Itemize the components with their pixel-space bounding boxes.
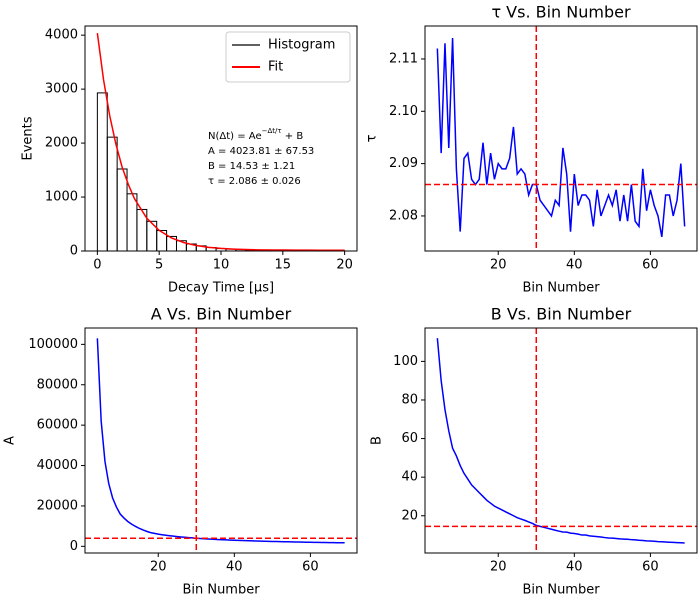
x-tick-label: 0 xyxy=(93,258,101,273)
data-line xyxy=(96,338,345,544)
x-tick-label: 20 xyxy=(490,560,507,575)
y-axis-label: Events xyxy=(21,116,36,160)
formula-tail: + B xyxy=(282,131,304,142)
chart-title: τ Vs. Bin Number xyxy=(491,3,631,22)
legend-label: Histogram xyxy=(268,38,335,53)
data-line xyxy=(436,38,686,238)
y-tick-label: 80 xyxy=(401,392,418,407)
y-axis-label: B xyxy=(370,436,385,445)
histogram-bar xyxy=(126,193,138,251)
data-line xyxy=(436,338,685,544)
plot-area xyxy=(425,26,697,251)
y-tick-label: 80000 xyxy=(37,377,78,392)
y-tick-label: 60000 xyxy=(37,418,78,433)
annotation-line: B = 14.53 ± 1.21 xyxy=(208,161,295,172)
y-tick-label: 2000 xyxy=(45,136,78,151)
formula-main: N(Δt) = Ae xyxy=(208,131,262,142)
annotation-formula: N(Δt) = Ae−Δt/τ + B xyxy=(208,127,303,142)
annotation-line: τ = 2.086 ± 0.026 xyxy=(208,176,301,187)
y-tick-label: 1000 xyxy=(45,190,78,205)
y-tick-label: 0 xyxy=(70,539,78,554)
y-tick-label: 2.09 xyxy=(389,156,418,171)
y-tick-label: 4000 xyxy=(45,28,78,43)
axes-frame xyxy=(84,327,358,554)
y-tick-label: 60 xyxy=(401,431,418,446)
x-axis-label: Bin Number xyxy=(522,583,600,598)
x-tick-label: 5 xyxy=(155,258,163,273)
y-tick-label: 40 xyxy=(401,470,418,485)
histogram-bar xyxy=(96,92,108,251)
axes-frame xyxy=(424,25,698,252)
y-tick-label: 100000 xyxy=(28,337,78,352)
x-tick-label: 20 xyxy=(490,258,507,273)
x-tick-label: 10 xyxy=(213,258,230,273)
x-tick-label: 15 xyxy=(275,258,292,273)
y-tick-label: 2.08 xyxy=(389,208,418,223)
y-tick-label: 20 xyxy=(401,508,418,523)
y-axis-label: A xyxy=(3,436,18,445)
y-tick-label: 20000 xyxy=(37,498,78,513)
chart-title: A Vs. Bin Number xyxy=(151,305,292,324)
y-axis-label: τ xyxy=(365,134,380,142)
fit-line xyxy=(96,33,345,251)
histogram-bar xyxy=(106,136,118,251)
x-tick-label: 60 xyxy=(302,560,319,575)
x-tick-label: 60 xyxy=(642,560,659,575)
legend-label: Fit xyxy=(268,60,283,75)
x-tick-label: 40 xyxy=(566,258,583,273)
x-axis-label: Bin Number xyxy=(182,583,260,598)
y-tick-label: 40000 xyxy=(37,458,78,473)
y-tick-label: 2.11 xyxy=(389,51,418,66)
x-axis-label: Decay Time [μs] xyxy=(168,281,274,296)
x-tick-label: 20 xyxy=(150,560,167,575)
histogram-bar xyxy=(116,168,128,251)
x-tick-label: 40 xyxy=(566,560,583,575)
axes-frame xyxy=(84,25,358,252)
plot-area xyxy=(85,328,357,553)
annotation-line: A = 4023.81 ± 67.53 xyxy=(208,146,314,157)
chart-title: B Vs. Bin Number xyxy=(491,305,632,324)
axes-frame xyxy=(424,327,698,554)
y-tick-label: 0 xyxy=(70,244,78,259)
x-axis-label: Bin Number xyxy=(522,281,600,296)
formula-exponent: −Δt/τ xyxy=(262,127,282,135)
x-tick-label: 20 xyxy=(336,258,353,273)
plot-area xyxy=(425,328,697,553)
y-tick-label: 3000 xyxy=(45,82,78,97)
x-tick-label: 60 xyxy=(642,258,659,273)
x-tick-label: 40 xyxy=(226,560,243,575)
y-tick-label: 100 xyxy=(393,354,418,369)
y-tick-label: 2.10 xyxy=(389,104,418,119)
